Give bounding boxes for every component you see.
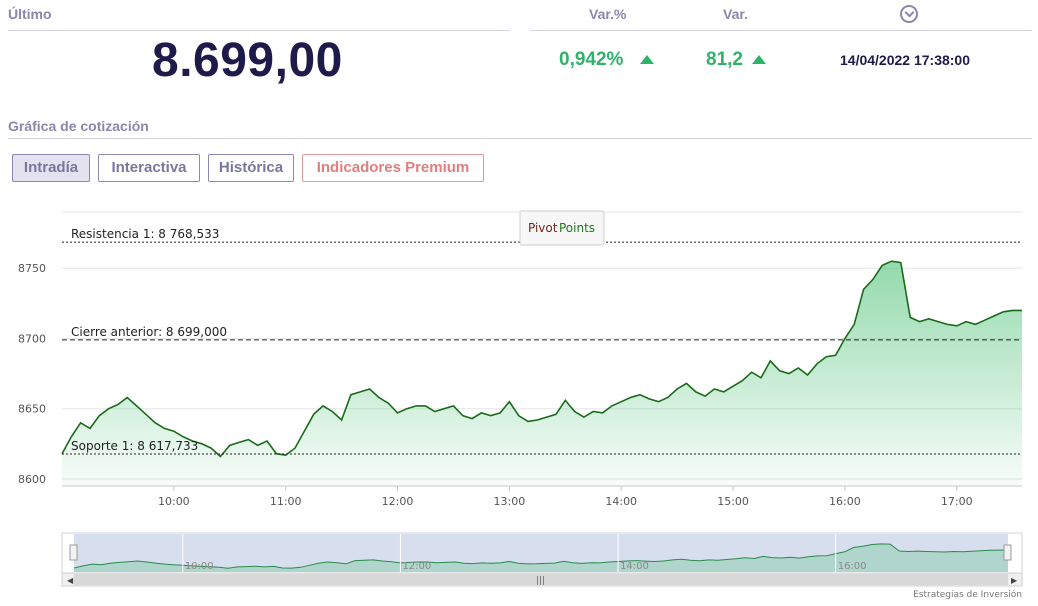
reference-line-label: Soporte 1: 8 617,733 (71, 439, 198, 453)
points-label: Points (559, 221, 595, 235)
last-price-value: 8.699,00 (152, 34, 343, 87)
y-tick-label: 8600 (18, 473, 46, 486)
chevron-down-icon[interactable] (900, 5, 918, 23)
scroll-right-icon[interactable]: ▶ (1011, 576, 1018, 585)
x-tick-label: 14:00 (605, 495, 637, 508)
x-tick-label: 12:00 (382, 495, 414, 508)
price-line (61, 260, 1022, 458)
x-tick-label: 15:00 (717, 495, 749, 508)
up-arrow-icon (752, 55, 766, 64)
tab-intradia[interactable]: Intradía (12, 154, 90, 182)
x-tick-label: 13:00 (494, 495, 526, 508)
navigator-tick-label: 16:00 (838, 561, 867, 572)
quote-datetime: 14/04/2022 17:38:00 (840, 52, 970, 68)
y-tick-label: 8750 (18, 262, 46, 275)
pivot-points-button[interactable]: Pivot Points (519, 210, 605, 246)
x-tick-label: 16:00 (829, 495, 861, 508)
divider (8, 30, 510, 31)
scrollbar-thumb[interactable] (74, 574, 1008, 585)
navigator-tick-label: 14:00 (620, 561, 649, 572)
var-pct-label: Var.% (589, 6, 627, 22)
chart-section-title: Gráfica de cotización (8, 118, 149, 134)
var-label: Var. (723, 6, 748, 22)
pivot-label: Pivot (528, 221, 558, 235)
navigator-line (73, 543, 1008, 569)
tab-interactiva[interactable]: Interactiva (98, 154, 200, 182)
intraday-chart: Resistencia 1: 8 768,533 Cierre anterior:… (18, 210, 1023, 600)
up-arrow-icon (640, 55, 654, 64)
var-value: 81,2 (706, 49, 743, 70)
scrollbar[interactable]: ◀ ▶ ||| (61, 572, 1023, 587)
chart-credit: Estrategias de Inversión (913, 589, 1022, 600)
divider (8, 138, 1032, 139)
tab-indicadores-premium[interactable]: Indicadores Premium (302, 154, 484, 182)
divider (530, 30, 1032, 31)
tab-historica[interactable]: Histórica (208, 154, 294, 182)
price-area (62, 261, 1022, 486)
navigator-area (74, 543, 1008, 572)
scroll-grip-icon: ||| (536, 576, 545, 586)
range-navigator[interactable]: 10:00 12:00 14:00 16:00 (61, 532, 1023, 574)
navigator-left-handle[interactable] (69, 544, 78, 561)
reference-line-label: Resistencia 1: 8 768,533 (71, 227, 219, 241)
y-tick-label: 8700 (18, 332, 46, 345)
navigator-tick-label: 12:00 (402, 561, 431, 572)
x-tick-label: 10:00 (158, 495, 190, 508)
var-pct-value: 0,942% (559, 49, 624, 70)
navigator-tick-label: 10:00 (185, 561, 214, 572)
navigator-right-handle[interactable] (1003, 544, 1012, 561)
x-tick-label: 11:00 (270, 495, 302, 508)
y-tick-label: 8650 (18, 403, 46, 416)
scroll-left-icon[interactable]: ◀ (67, 576, 74, 585)
x-tick-label: 17:00 (941, 495, 973, 508)
reference-line-label: Cierre anterior: 8 699,000 (71, 325, 227, 339)
last-price-label: Último (8, 6, 52, 22)
navigator-selection[interactable] (74, 534, 1008, 572)
